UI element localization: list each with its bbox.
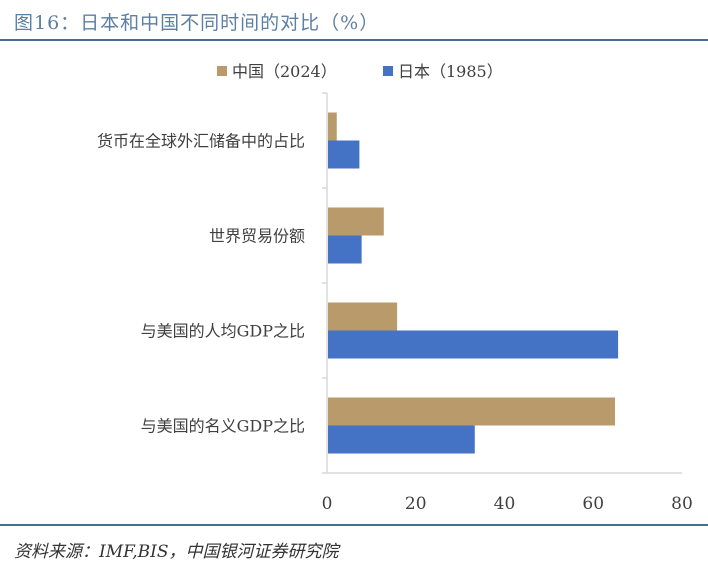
category-label-2: 与美国的人均GDP之比 xyxy=(141,322,305,341)
x-tick-label-3: 60 xyxy=(582,494,604,514)
chart-legend: 中国（2024） 日本（1985） xyxy=(217,62,503,81)
legend-label-1: 日本（1985） xyxy=(398,62,503,81)
legend-swatch-1 xyxy=(383,66,393,76)
bar-japan-2 xyxy=(328,330,619,359)
bottom-rule xyxy=(0,524,708,526)
chart-title: 图16：日本和中国不同时间的对比（%） xyxy=(14,12,380,34)
x-tick-label-4: 80 xyxy=(671,494,693,514)
bar-china-0 xyxy=(328,112,337,141)
bar-china-1 xyxy=(328,207,384,236)
x-tick-label-1: 20 xyxy=(405,494,427,514)
bar-china-3 xyxy=(328,397,615,426)
chart-axes: 0 20 40 60 80 xyxy=(322,92,693,514)
bar-china-2 xyxy=(328,302,398,331)
category-label-0: 货币在全球外汇储备中的占比 xyxy=(97,132,305,151)
x-tick-label-0: 0 xyxy=(322,494,333,514)
source-note: 资料来源：IMF,BIS，中国银河证券研究院 xyxy=(14,542,339,562)
chart-category-labels: 货币在全球外汇储备中的占比世界贸易份额与美国的人均GDP之比与美国的名义GDP之… xyxy=(97,132,305,436)
bar-japan-0 xyxy=(328,140,360,169)
legend-label-0: 中国（2024） xyxy=(232,62,337,81)
category-label-3: 与美国的名义GDP之比 xyxy=(141,417,305,436)
top-rule xyxy=(0,39,708,41)
bar-japan-1 xyxy=(328,235,362,264)
chart-bars xyxy=(328,112,619,454)
x-tick-label-2: 40 xyxy=(494,494,516,514)
bar-japan-3 xyxy=(328,425,475,454)
legend-swatch-0 xyxy=(217,66,227,76)
category-label-1: 世界贸易份额 xyxy=(209,227,305,246)
